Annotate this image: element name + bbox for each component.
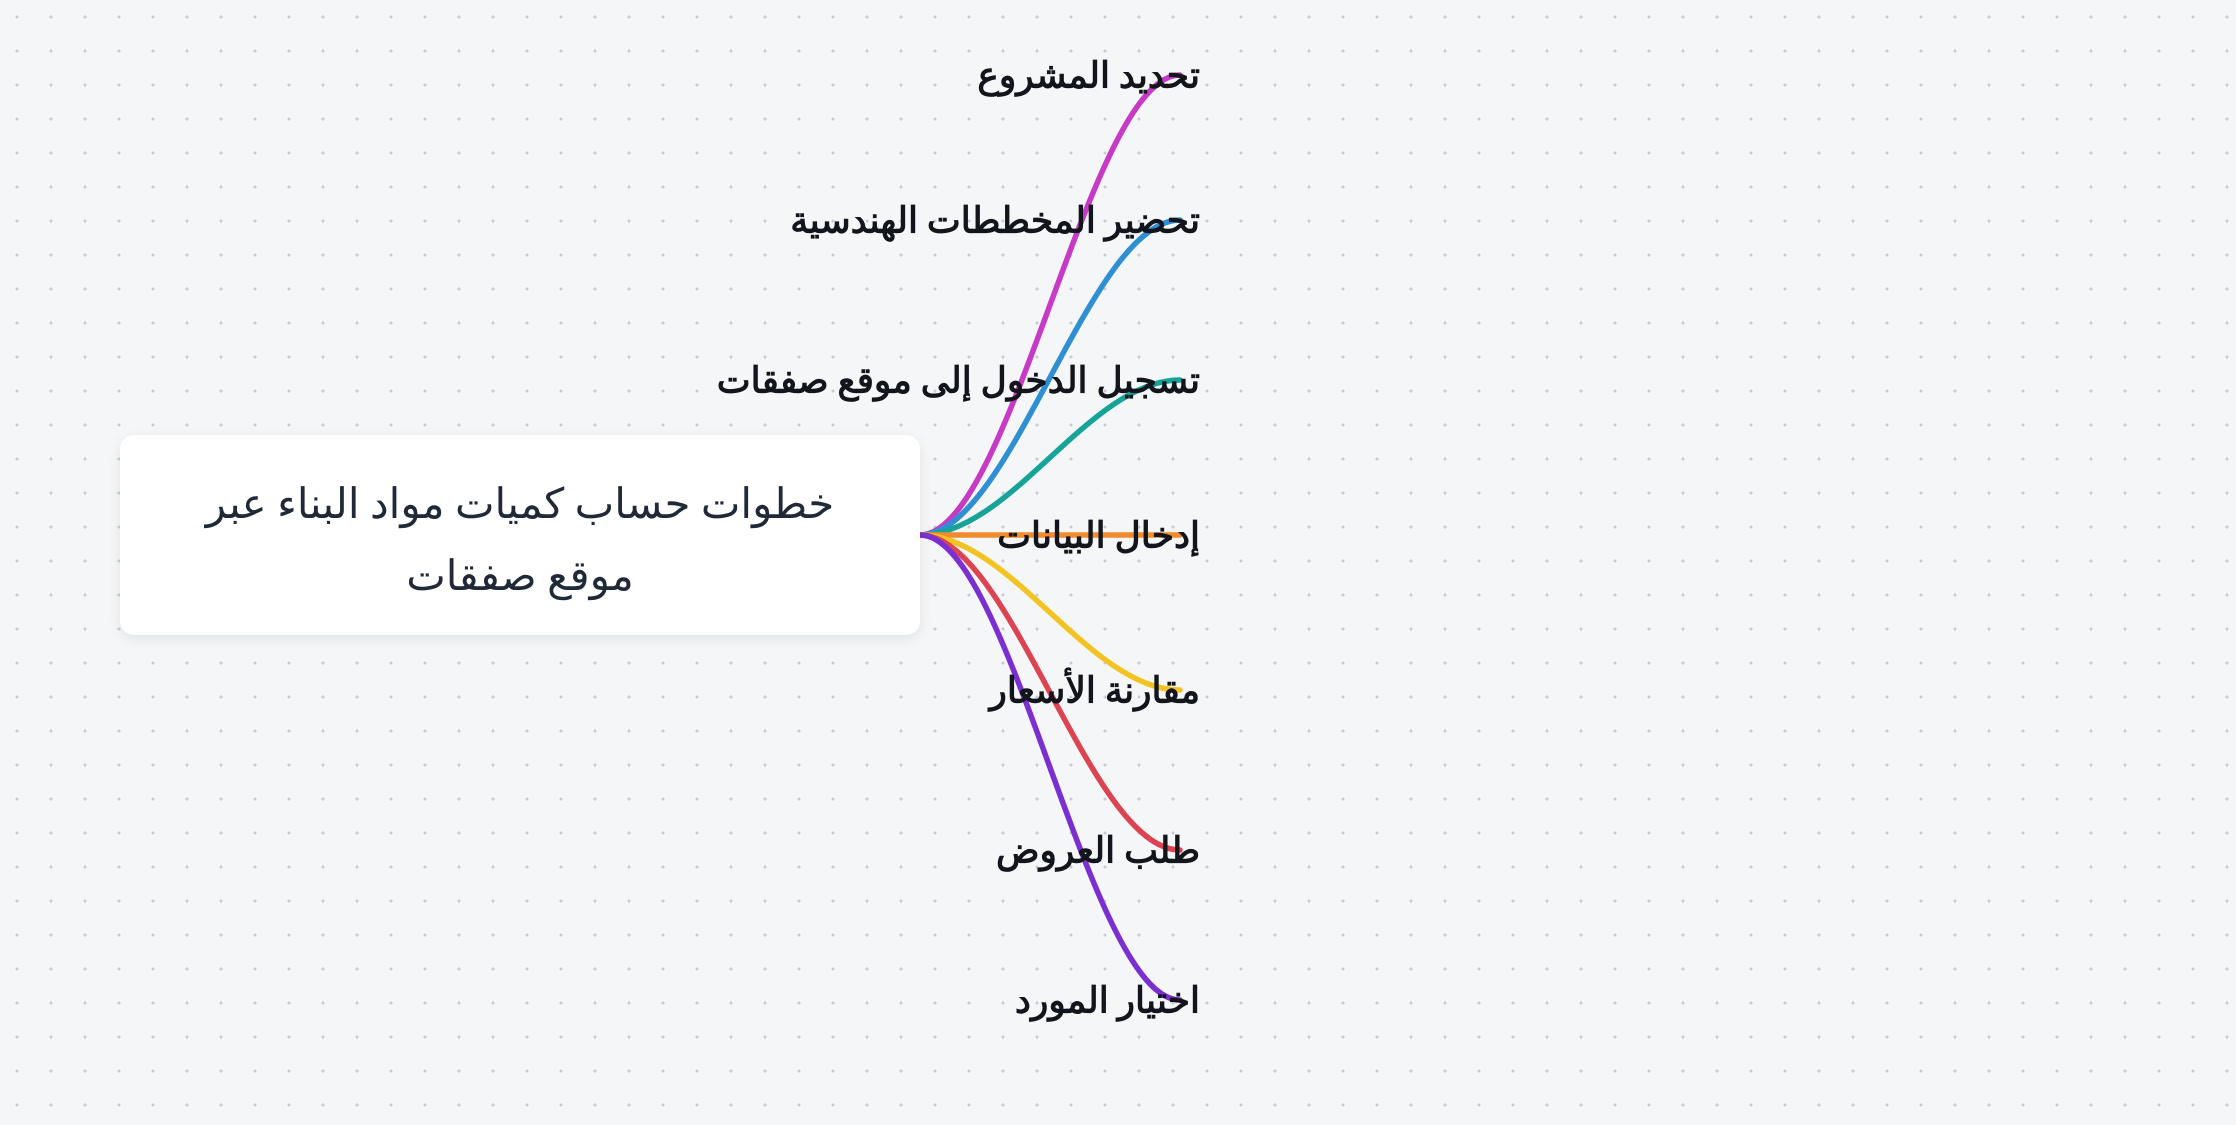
node-label-4[interactable]: مقارنة الأسعار bbox=[986, 668, 1200, 713]
root-text-line2: موقع صفقات bbox=[406, 552, 634, 601]
node-label-6[interactable]: اختيار المورد bbox=[1015, 980, 1200, 1023]
node-label-3[interactable]: إدخال البيانات bbox=[997, 515, 1200, 558]
node-label-1[interactable]: تحضير المخططات الهندسية bbox=[790, 200, 1200, 243]
node-label-2[interactable]: تسجيل الدخول إلى موقع صفقات bbox=[717, 360, 1200, 403]
root-text-line1: خطوات حساب كميات مواد البناء عبر bbox=[204, 480, 834, 529]
root-node[interactable]: خطوات حساب كميات مواد البناء عبر موقع صف… bbox=[120, 435, 920, 635]
mindmap-canvas: خطوات حساب كميات مواد البناء عبر موقع صف… bbox=[0, 0, 2236, 1125]
node-label-5[interactable]: طلب العروض bbox=[996, 830, 1200, 873]
node-label-0[interactable]: تحديد المشروع bbox=[977, 55, 1200, 98]
